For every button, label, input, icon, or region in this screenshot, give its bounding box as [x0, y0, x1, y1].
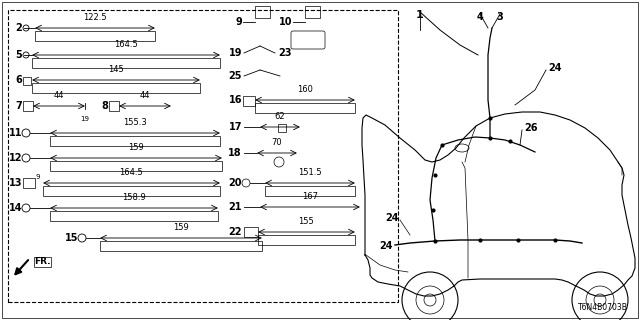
Text: 164.5: 164.5 [119, 168, 143, 177]
Text: 25: 25 [228, 71, 242, 81]
Text: 12: 12 [8, 153, 22, 163]
Text: 4: 4 [477, 12, 483, 22]
Bar [32, 83, 200, 93]
Text: 22: 22 [228, 227, 242, 237]
Text: 24: 24 [380, 241, 393, 251]
Text: 164.5: 164.5 [114, 40, 138, 49]
Text: 26: 26 [524, 123, 538, 133]
Bar [109, 101, 119, 111]
Text: 122.5: 122.5 [83, 13, 107, 22]
Text: 44: 44 [54, 91, 64, 100]
Bar [23, 178, 35, 188]
Text: 155.3: 155.3 [123, 118, 147, 127]
Bar [243, 96, 255, 106]
Text: 2: 2 [15, 23, 22, 33]
Text: FR.: FR. [34, 258, 51, 267]
Text: 19: 19 [81, 116, 90, 122]
Text: 8: 8 [101, 101, 108, 111]
Bar [50, 211, 218, 221]
Text: 160: 160 [297, 85, 313, 94]
Bar [50, 136, 220, 146]
Text: 62: 62 [275, 112, 285, 121]
Text: 19: 19 [228, 48, 242, 58]
Text: 159: 159 [173, 223, 189, 232]
Bar [255, 6, 270, 18]
Text: 145: 145 [108, 65, 124, 74]
Text: 151.5: 151.5 [298, 168, 322, 177]
Bar [278, 124, 286, 132]
Text: 14: 14 [8, 203, 22, 213]
Text: 21: 21 [228, 202, 242, 212]
Text: T6N4B0703B: T6N4B0703B [578, 303, 628, 312]
Text: 10: 10 [278, 17, 292, 27]
Text: 24: 24 [548, 63, 561, 73]
Text: 24: 24 [385, 213, 399, 223]
Bar [43, 186, 220, 196]
Text: 9: 9 [36, 174, 40, 180]
Text: 20: 20 [228, 178, 242, 188]
Text: 3: 3 [497, 12, 504, 22]
Bar [35, 31, 155, 41]
Text: 159: 159 [128, 143, 144, 152]
Bar [305, 6, 320, 18]
Text: 1: 1 [416, 10, 424, 20]
Bar [100, 241, 262, 251]
Text: 15: 15 [65, 233, 78, 243]
Bar [50, 161, 222, 171]
Text: 23: 23 [278, 48, 292, 58]
Text: 6: 6 [15, 75, 22, 85]
Bar [23, 77, 31, 85]
Text: 155: 155 [298, 217, 314, 226]
Text: 9: 9 [236, 17, 242, 27]
Text: 7: 7 [15, 101, 22, 111]
Bar [255, 103, 355, 113]
Bar [32, 58, 220, 68]
Bar [244, 227, 258, 237]
Text: 17: 17 [228, 122, 242, 132]
Text: 70: 70 [272, 138, 282, 147]
Text: 16: 16 [228, 95, 242, 105]
Bar [8, 10, 398, 302]
Text: 167: 167 [302, 192, 318, 201]
Text: 44: 44 [140, 91, 150, 100]
Text: 5: 5 [15, 50, 22, 60]
Text: 158.9: 158.9 [122, 193, 146, 202]
Text: 13: 13 [8, 178, 22, 188]
Text: 11: 11 [8, 128, 22, 138]
Bar [265, 186, 355, 196]
Bar [258, 235, 355, 245]
Text: 18: 18 [228, 148, 242, 158]
Bar [23, 101, 33, 111]
